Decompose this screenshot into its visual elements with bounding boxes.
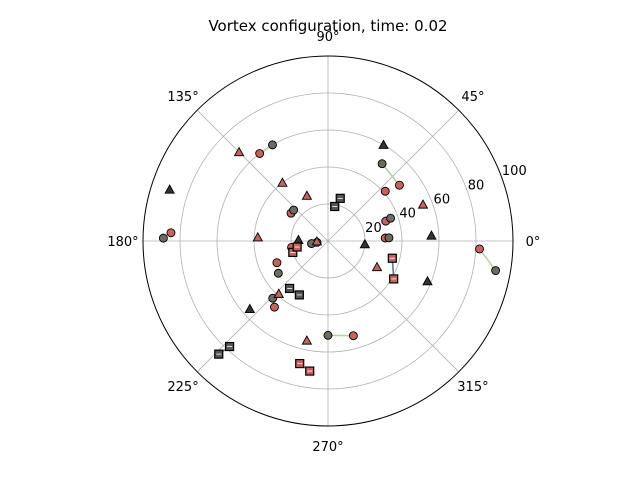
r-gridline-2 xyxy=(216,129,440,353)
r-tick-label-1: 40 xyxy=(399,207,416,222)
red-circle-4 xyxy=(475,244,484,254)
triangle-8 xyxy=(311,235,323,246)
theta-tick-label-7: 315° xyxy=(457,380,488,395)
triangle-9 xyxy=(371,261,383,272)
theta-tick-label-5: 225° xyxy=(167,380,198,395)
triangle-7 xyxy=(293,234,304,245)
gray-circle-6 xyxy=(158,233,168,243)
triangle-12 xyxy=(422,275,433,286)
red-circle-10 xyxy=(269,302,279,312)
red-circle-5 xyxy=(255,149,265,158)
theta-tick-label-2: 90° xyxy=(316,30,339,45)
triangle-1 xyxy=(417,199,429,209)
red-circle-9 xyxy=(272,258,282,268)
polar-outline xyxy=(142,55,514,427)
pair-line-0 xyxy=(381,163,401,186)
gray-circle-2 xyxy=(384,233,394,243)
red-circle-0 xyxy=(394,180,404,190)
triangle-14 xyxy=(273,288,285,298)
theta-gridline-7 xyxy=(327,240,460,373)
red-circle-11 xyxy=(348,331,358,341)
theta-gridline-3 xyxy=(196,109,329,242)
theta-tick-label-3: 135° xyxy=(167,90,198,105)
r-gridline-3 xyxy=(179,92,477,390)
theta-gridline-1 xyxy=(327,109,460,242)
gray-circle-8 xyxy=(273,268,283,278)
triangle-0 xyxy=(378,139,389,149)
polar-grid xyxy=(142,55,514,427)
triangle-6 xyxy=(252,231,264,242)
r-tick-label-3: 80 xyxy=(468,178,485,193)
vortex-markers xyxy=(158,139,501,376)
triangle-13 xyxy=(244,303,256,314)
red-circle-7 xyxy=(166,228,176,238)
triangle-10 xyxy=(359,238,371,249)
chart-title: Vortex configuration, time: 0.02 xyxy=(208,17,447,35)
triangle-3 xyxy=(277,177,288,187)
theta-tick-label-0: 0° xyxy=(526,235,541,250)
r-tick-label-0: 20 xyxy=(365,221,382,236)
triangle-11 xyxy=(426,230,437,240)
gray-circle-4 xyxy=(268,140,277,150)
r-tick-label-4: 100 xyxy=(502,164,527,179)
triangle-2 xyxy=(233,146,245,157)
gray-circle-5 xyxy=(289,205,299,215)
gray-circle-1 xyxy=(386,213,396,223)
r-tick-label-2: 60 xyxy=(434,193,451,208)
triangle-5 xyxy=(164,184,175,194)
triangle-4 xyxy=(301,190,313,200)
theta-tick-label-1: 45° xyxy=(461,90,484,105)
tick-labels: 20 40 60 80 100 0° 45° 90° 135° 180° 225° 270° 315° xyxy=(107,30,540,455)
theta-tick-label-4: 180° xyxy=(107,235,138,250)
gray-circle-3 xyxy=(491,266,501,276)
gray-circle-10 xyxy=(323,330,333,340)
triangle-15 xyxy=(301,335,313,345)
pair-line-1 xyxy=(478,248,497,272)
red-circle-1 xyxy=(380,186,390,196)
theta-tick-label-6: 270° xyxy=(312,440,343,455)
gray-circle-0 xyxy=(377,159,387,169)
